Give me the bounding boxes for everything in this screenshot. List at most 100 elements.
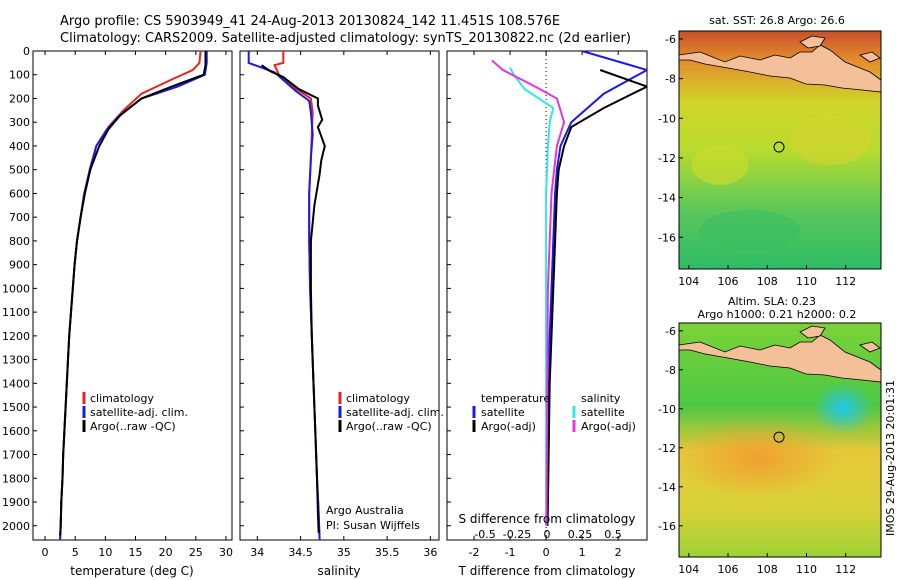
x-tick-label: 2 — [615, 546, 622, 559]
salinity-xlabel: salinity — [317, 564, 360, 578]
y-tick-label: -14 — [658, 192, 676, 205]
y-tick-label: -8 — [665, 364, 676, 377]
temperature-axes — [32, 50, 233, 541]
imos-watermark: IMOS 29-Aug-2013 20:01:31 — [884, 380, 897, 536]
legend-heading-temperature: temperature — [481, 392, 550, 405]
y-tick-label: 900 — [9, 259, 30, 272]
y-tick-label: 1500 — [2, 401, 30, 414]
legend-label-climatology: climatology — [90, 392, 154, 405]
sst-map-axes: 104 106 108 110 112 -6 -8 -10 -12 -14 -16 — [658, 33, 856, 288]
y-tick-label: 0 — [23, 45, 30, 58]
y-tick-label: 1600 — [2, 425, 30, 438]
y-tick-label: -10 — [658, 112, 676, 125]
s-tick-label: -0.25 — [503, 528, 531, 541]
argo-position-marker — [773, 141, 785, 153]
argo-position-marker — [773, 431, 785, 443]
x-tick-label: 34 — [250, 546, 264, 559]
x-tick-label: 15 — [129, 546, 143, 559]
legend-heading-salinity: salinity — [581, 392, 621, 405]
y-tick-label: 1800 — [2, 472, 30, 485]
x-tick-label: 106 — [718, 275, 739, 288]
y-tick-label: 400 — [9, 140, 30, 153]
y-tick-label: 700 — [9, 211, 30, 224]
header-line-2: Climatology: CARS2009. Satellite-adjuste… — [60, 31, 631, 46]
y-tick-label: -6 — [665, 325, 676, 338]
y-tick-label: 1000 — [2, 282, 30, 295]
y-tick-label: 100 — [9, 69, 30, 82]
sla-high-anomaly — [678, 418, 838, 498]
x-tick-label: 36 — [423, 546, 437, 559]
sst-map: 104 106 108 110 112 -6 -8 -10 -12 -14 -16 — [658, 30, 882, 288]
x-tick-label: -1 — [505, 546, 516, 559]
y-tick-label: 1400 — [2, 377, 30, 390]
x-tick-label: -2 — [469, 546, 480, 559]
y-tick-label: 200 — [9, 92, 30, 105]
y-tick-label: 1200 — [2, 330, 30, 343]
sla-map-frame — [678, 322, 882, 558]
s-tick-label: 0.5 — [604, 528, 622, 541]
sst-map-frame — [678, 30, 882, 270]
salinity-axes — [239, 50, 440, 541]
x-tick-label: 5 — [72, 546, 79, 559]
y-tick-label: -16 — [658, 520, 676, 533]
sst-cool-patch — [700, 210, 800, 250]
x-tick-label: 35 — [337, 546, 351, 559]
sla-map: 104 106 108 110 112 -6 -8 -10 -12 -14 -16 — [658, 322, 882, 576]
sla-map-axes: 104 106 108 110 112 -6 -8 -10 -12 -14 -16 — [658, 325, 856, 576]
y-tick-label: -10 — [658, 403, 676, 416]
x-tick-label: 34.5 — [288, 546, 313, 559]
series-line — [546, 51, 647, 526]
difference-axes — [446, 50, 648, 541]
y-tick-label: 1100 — [2, 306, 30, 319]
temperature-plot: 0 5 10 15 20 25 300100200300400500600700800900… — [2, 45, 233, 559]
y-tick-label: 1300 — [2, 354, 30, 367]
salinity-plot: 34 34.5 35 35.5 36 — [240, 50, 437, 559]
temperature-xlabel: temperature (deg C) — [70, 564, 193, 578]
legend-label-t-argo: Argo(-adj) — [481, 420, 536, 433]
legend-label-climatology: climatology — [346, 392, 410, 405]
series-line — [546, 69, 647, 526]
x-tick-label: 112 — [835, 563, 856, 576]
temperature-legend: climatology satellite-adj. clim. Argo(..… — [82, 392, 188, 433]
x-tick-label: 0 — [42, 546, 49, 559]
y-tick-label: 800 — [9, 235, 30, 248]
y-tick-label: -14 — [658, 481, 676, 494]
x-tick-label: 30 — [219, 546, 233, 559]
x-tick-label: 106 — [718, 563, 739, 576]
salinity-legend: climatology satellite-adj. clim. Argo(..… — [326, 392, 444, 532]
x-tick-label: 104 — [678, 563, 699, 576]
legend-label-satellite: satellite-adj. clim. — [346, 406, 444, 419]
sst-warm-patch — [790, 115, 870, 165]
series-line — [59, 51, 202, 540]
y-tick-label: -6 — [665, 33, 676, 46]
s-tick-label: -0.5 — [474, 528, 495, 541]
series-line — [261, 64, 326, 533]
y-tick-label: -16 — [658, 231, 676, 244]
x-tick-label: 110 — [796, 275, 817, 288]
y-tick-label: -8 — [665, 73, 676, 86]
series-line — [59, 51, 207, 536]
java-land — [678, 44, 882, 93]
y-tick-label: 600 — [9, 187, 30, 200]
sst-warm-patch — [692, 145, 748, 185]
y-tick-label: -12 — [658, 442, 676, 455]
x-tick-label: 104 — [678, 275, 699, 288]
series-line — [509, 67, 555, 526]
legend-label-s-satellite: satellite — [581, 406, 625, 419]
series-line — [247, 51, 321, 540]
y-tick-label: -12 — [658, 152, 676, 165]
y-tick-label: 300 — [9, 116, 30, 129]
legend-label-argo: Argo(..raw -QC) — [90, 420, 176, 433]
legend-label-s-argo: Argo(-adj) — [581, 420, 636, 433]
madura-land — [799, 35, 826, 49]
series-line — [59, 51, 208, 540]
sla-map-subtitle: Argo h1000: 0.21 h2000: 0.2 — [698, 308, 857, 321]
x-tick-label: 25 — [189, 546, 203, 559]
y-tick-label: 1700 — [2, 449, 30, 462]
legend-label-satellite: satellite-adj. clim. — [90, 406, 188, 419]
series-line — [491, 59, 566, 526]
difference-plot: -2 -1 0 1 2 -0.5 -0.25 0 0.25 0.5 — [447, 50, 647, 559]
y-tick-label: 2000 — [2, 520, 30, 533]
x-tick-label: 20 — [159, 546, 173, 559]
